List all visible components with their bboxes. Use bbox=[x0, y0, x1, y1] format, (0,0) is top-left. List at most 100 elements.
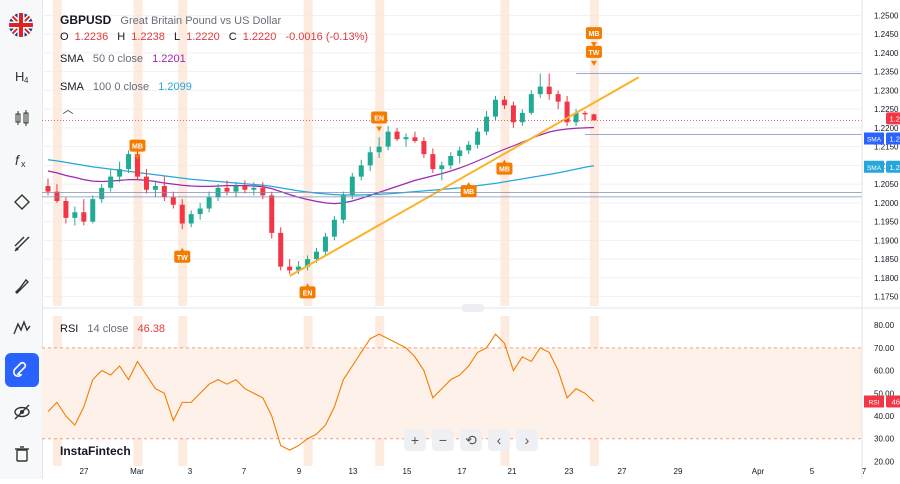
rsi-tick-label: 30.00 bbox=[874, 435, 895, 444]
candle-body bbox=[510, 105, 516, 123]
zoom-out-button[interactable]: − bbox=[432, 429, 454, 451]
candle-body bbox=[591, 114, 597, 121]
trend-line bbox=[289, 76, 640, 277]
candle-body bbox=[466, 144, 472, 151]
signal-badge bbox=[129, 139, 146, 152]
candle-body bbox=[349, 176, 355, 196]
candle-body bbox=[430, 154, 436, 170]
candle-body bbox=[564, 101, 570, 123]
price-tick-label: 1.2050 bbox=[874, 180, 899, 189]
flag-icon[interactable] bbox=[9, 13, 33, 37]
price-tick-label: 1.2400 bbox=[874, 49, 899, 58]
legend-sma50-row[interactable]: SMA 50 0 close 1.2201 bbox=[60, 53, 192, 65]
chart-area[interactable]: MB TW EN EN MB MB MB TW 1.2500 1.2450 1.2400 1.235… bbox=[42, 0, 900, 479]
rsi-params: 14 close bbox=[87, 323, 129, 335]
rsi-name: RSI bbox=[60, 323, 79, 335]
signal-label: TW bbox=[177, 255, 188, 262]
candle-body bbox=[314, 251, 319, 260]
brush-icon[interactable] bbox=[5, 269, 39, 303]
candle-body bbox=[126, 154, 132, 170]
rsi-tag-label: RSI bbox=[869, 400, 880, 407]
price-tick-label: 1.1750 bbox=[874, 293, 899, 302]
candles-icon[interactable] bbox=[5, 101, 39, 135]
candle-body bbox=[152, 186, 158, 190]
sma100-tag-label-box bbox=[864, 160, 884, 173]
candle-body bbox=[287, 266, 293, 271]
zoom-in-button[interactable]: + bbox=[404, 429, 426, 451]
rsi-tick-label: 80.00 bbox=[874, 321, 895, 330]
time-tick-label: 29 bbox=[674, 467, 683, 476]
ohlc-h-value: 1.2238 bbox=[131, 31, 165, 43]
signal-label: EN bbox=[303, 290, 313, 297]
sma100-tag-label: SMA bbox=[867, 165, 882, 172]
time-tick-label: 9 bbox=[297, 467, 302, 476]
sma50-params: 50 0 close bbox=[92, 53, 144, 65]
drawing-line-icon[interactable] bbox=[5, 185, 39, 219]
candle-body bbox=[331, 219, 337, 237]
signal-arrow bbox=[590, 60, 597, 66]
rsi-tick-label: 60.00 bbox=[874, 367, 895, 376]
candle-body bbox=[528, 94, 534, 113]
chart-canvas[interactable]: MB TW EN EN MB MB MB TW 1.2500 1.2450 1.2400 1.235… bbox=[42, 0, 900, 479]
price-tick-label: 1.1950 bbox=[874, 218, 899, 227]
delete-icon[interactable] bbox=[5, 437, 39, 471]
candle-body bbox=[385, 131, 391, 147]
symbol-name[interactable]: GBPUSD bbox=[60, 13, 112, 27]
price-tick-label: 1.2500 bbox=[874, 11, 899, 20]
svg-text:4: 4 bbox=[24, 76, 29, 85]
candle-body bbox=[54, 191, 60, 201]
scroll-right-button[interactable]: › bbox=[516, 429, 538, 451]
candle-body bbox=[296, 266, 302, 271]
signal-badge bbox=[460, 185, 477, 198]
last-price-tag-box bbox=[886, 112, 900, 125]
time-tick-label: 13 bbox=[349, 467, 358, 476]
candle-body bbox=[197, 208, 203, 215]
reset-button[interactable]: ⟲ bbox=[460, 429, 482, 451]
legend-rsi-row[interactable]: RSI 14 close 46.38 bbox=[60, 323, 171, 335]
candle-body bbox=[484, 116, 490, 132]
signal-badge bbox=[371, 111, 388, 124]
drawings: MB TW EN EN MB MB MB TW bbox=[42, 27, 862, 299]
candle-body bbox=[546, 86, 552, 95]
candle-body bbox=[448, 156, 454, 166]
time-tick-label: 3 bbox=[188, 467, 193, 476]
collapse-legend-icon[interactable]: ︿ bbox=[62, 104, 74, 116]
svg-text:H: H bbox=[15, 69, 24, 84]
candle-body bbox=[421, 141, 427, 155]
trend-tools-icon[interactable] bbox=[5, 227, 39, 261]
sma100-tag-box bbox=[886, 160, 900, 173]
signal-badge bbox=[496, 162, 513, 175]
signal-arrow bbox=[304, 283, 311, 289]
legend-sma100-row[interactable]: SMA 100 0 close 1.2099 bbox=[60, 81, 198, 93]
candle-body bbox=[269, 195, 275, 233]
candle-body bbox=[179, 204, 185, 224]
patterns-icon[interactable] bbox=[5, 311, 39, 345]
candle-body bbox=[206, 197, 212, 209]
ohlc-l-value: 1.2220 bbox=[186, 31, 220, 43]
rsi-legend-value: 46.38 bbox=[137, 323, 165, 335]
sma50-name: SMA bbox=[60, 53, 84, 65]
time-tick-label: 17 bbox=[458, 467, 467, 476]
hide-drawings-icon[interactable] bbox=[5, 395, 39, 429]
signal-highlight-column bbox=[52, 0, 62, 306]
candle-body bbox=[72, 212, 78, 218]
magnet-icon[interactable] bbox=[5, 353, 39, 387]
rsi-tag-label-box bbox=[864, 395, 884, 408]
time-tick-label: 23 bbox=[565, 467, 574, 476]
signal-label: MB bbox=[463, 189, 474, 196]
signal-highlight-column bbox=[178, 0, 188, 306]
rsi-tick-label: 50.00 bbox=[874, 389, 895, 398]
sma50-value: 1.2201 bbox=[152, 53, 186, 65]
rsi-tag-value: 46.38 bbox=[892, 398, 900, 407]
candle-body bbox=[260, 187, 266, 196]
price-tick-label: 1.2450 bbox=[874, 30, 899, 39]
candle-body bbox=[340, 195, 346, 220]
signal-highlight-column bbox=[589, 0, 599, 306]
price-tick-label: 1.2150 bbox=[874, 143, 899, 152]
time-tick-label: 27 bbox=[618, 467, 627, 476]
signal-label: MB bbox=[132, 144, 143, 151]
time-tick-label: 7 bbox=[862, 467, 867, 476]
scroll-left-button[interactable]: ‹ bbox=[488, 429, 510, 451]
